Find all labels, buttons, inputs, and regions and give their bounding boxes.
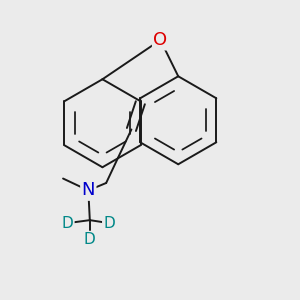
Text: N: N [82, 182, 95, 200]
Text: D: D [103, 216, 115, 231]
Text: D: D [84, 232, 96, 247]
Text: D: D [61, 216, 74, 231]
Text: O: O [153, 31, 167, 49]
